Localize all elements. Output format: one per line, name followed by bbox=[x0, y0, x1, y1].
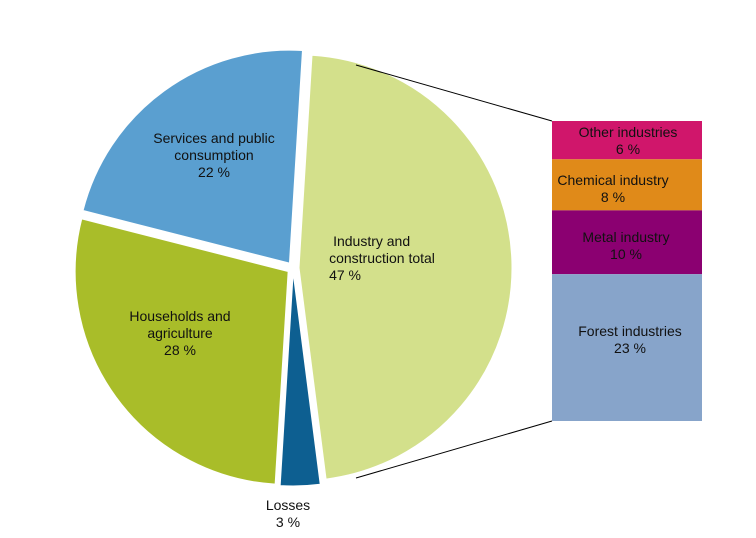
pie-slice-households-and-agriculture bbox=[74, 218, 289, 485]
bar-label-other: Other industries 6 % bbox=[579, 124, 678, 158]
label-line: Households and bbox=[129, 308, 231, 324]
value-label: 23 % bbox=[614, 340, 646, 356]
value-label: 10 % bbox=[610, 246, 642, 262]
bar-segment-other-industries bbox=[552, 121, 702, 160]
connector-line-bottom bbox=[355, 420, 553, 479]
label-name: Other industries bbox=[578, 124, 678, 140]
slice-label-industry: Industry and construction total 47 % bbox=[329, 233, 435, 284]
value-label: 22 % bbox=[198, 164, 230, 180]
bar-segment-forest-industries bbox=[552, 274, 702, 421]
slice-label-services: Services and public consumption 22 % bbox=[153, 130, 274, 181]
value-label: 6 % bbox=[615, 141, 641, 157]
label-line: consumption bbox=[174, 147, 254, 163]
label-name: Forest industries bbox=[578, 323, 682, 339]
connector-line-top bbox=[355, 64, 553, 122]
slice-label-losses: Losses 3 % bbox=[266, 497, 310, 531]
pie-slice-losses bbox=[279, 272, 321, 487]
pie-slice-industry-and-construction-total bbox=[298, 54, 513, 480]
label-name: Metal industry bbox=[582, 229, 670, 245]
value-label: 3 % bbox=[275, 514, 301, 530]
bar-label-forest: Forest industries 23 % bbox=[578, 323, 681, 357]
value-label: 8 % bbox=[600, 189, 626, 205]
label-line: Industry and bbox=[333, 233, 411, 249]
bar-label-metal: Metal industry 10 % bbox=[582, 229, 669, 263]
bar-segment-metal-industry bbox=[552, 210, 702, 275]
label-line: Losses bbox=[265, 497, 311, 513]
value-label: 47 % bbox=[329, 267, 361, 283]
pie-slice-services-and-public-consumption bbox=[82, 49, 303, 264]
label-line: Services and public bbox=[153, 130, 275, 146]
label-line: construction total bbox=[329, 250, 435, 266]
label-line: agriculture bbox=[147, 325, 213, 341]
value-label: 28 % bbox=[164, 342, 196, 358]
label-name: Chemical industry bbox=[557, 172, 669, 188]
slice-label-households: Households and agriculture 28 % bbox=[129, 308, 230, 359]
bar-label-chemical: Chemical industry 8 % bbox=[557, 172, 668, 206]
bar-segment-chemical-industry bbox=[552, 159, 702, 211]
